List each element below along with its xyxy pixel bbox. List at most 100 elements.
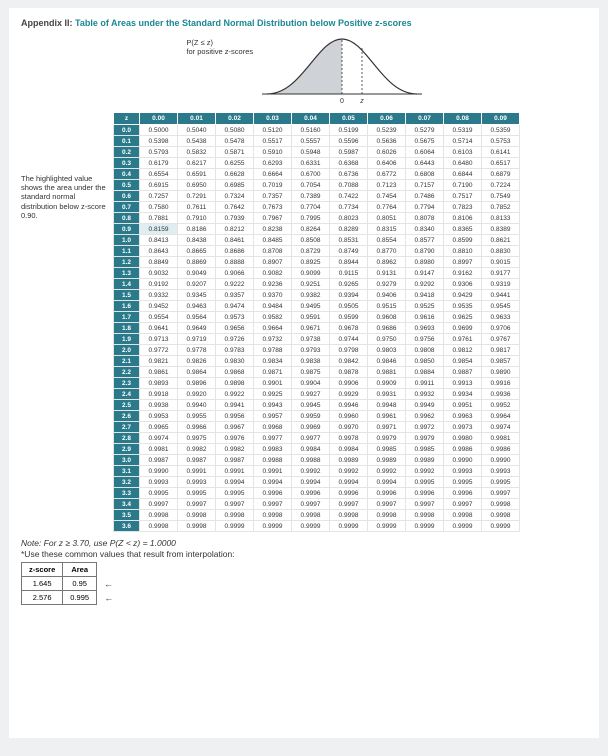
- z-cell: 0.9998: [330, 510, 368, 521]
- z-cell: 0.9608: [368, 312, 406, 323]
- z-cell: 0.9998: [482, 499, 520, 510]
- z-cell: 0.5636: [368, 136, 406, 147]
- z-cell: 0.9974: [482, 422, 520, 433]
- z-cell: 0.9932: [406, 389, 444, 400]
- z-cell: 0.6915: [140, 180, 178, 191]
- z-cell: 0.7190: [444, 180, 482, 191]
- footnote-1: Note: For z ≥ 3.70, use P(Z < z) = 1.000…: [21, 538, 587, 548]
- z-cell: 0.9965: [140, 422, 178, 433]
- title-prefix: Appendix II:: [21, 18, 73, 28]
- z-row-header: 1.0: [114, 235, 140, 246]
- z-cell: 0.9838: [292, 356, 330, 367]
- z-row-header: 1.3: [114, 268, 140, 279]
- z-cell: 0.9686: [368, 323, 406, 334]
- z-cell: 0.9474: [216, 301, 254, 312]
- z-cell: 0.6517: [482, 158, 520, 169]
- z-cell: 0.9896: [178, 378, 216, 389]
- z-cell: 0.9976: [216, 433, 254, 444]
- z-cell: 0.5987: [330, 147, 368, 158]
- z-cell: 0.9706: [482, 323, 520, 334]
- z-cell: 0.9996: [368, 488, 406, 499]
- z-cell: 0.9999: [444, 521, 482, 532]
- z-cell: 0.9991: [178, 466, 216, 477]
- z-cell: 0.9484: [254, 301, 292, 312]
- z-cell: 0.9992: [330, 466, 368, 477]
- z-cell: 0.9898: [216, 378, 254, 389]
- z-cell: 0.9906: [330, 378, 368, 389]
- z-cell: 0.7642: [216, 202, 254, 213]
- z-cell: 0.9772: [140, 345, 178, 356]
- z-cell: 0.9991: [216, 466, 254, 477]
- z-cell: 0.9878: [330, 367, 368, 378]
- z-cell: 0.9986: [482, 444, 520, 455]
- z-col-header: 0.05: [330, 113, 368, 125]
- z-row-header: 0.0: [114, 125, 140, 136]
- z-cell: 0.9812: [444, 345, 482, 356]
- z-cell: 0.7764: [368, 202, 406, 213]
- z-cell: 0.5160: [292, 125, 330, 136]
- z-cell: 0.9525: [406, 301, 444, 312]
- figure-area: P(Z ≤ z) for positive z-scores 0 z: [21, 34, 587, 104]
- z-cell: 0.6255: [216, 158, 254, 169]
- z-cell: 0.9993: [482, 466, 520, 477]
- z-row-header: 3.5: [114, 510, 140, 521]
- z-cell: 0.9981: [482, 433, 520, 444]
- z-cell: 0.9946: [330, 400, 368, 411]
- z-cell: 0.9515: [368, 301, 406, 312]
- z-cell: 0.9991: [254, 466, 292, 477]
- z-cell: 0.9857: [482, 356, 520, 367]
- z-cell: 0.8830: [482, 246, 520, 257]
- z-cell: 0.9998: [254, 510, 292, 521]
- normal-curve-icon: 0 z: [262, 34, 422, 104]
- z-cell: 0.9798: [330, 345, 368, 356]
- z-cell: 0.7939: [216, 213, 254, 224]
- z-cell: 0.8461: [216, 235, 254, 246]
- z-cell: 0.9535: [444, 301, 482, 312]
- z-cell: 0.9972: [406, 422, 444, 433]
- z-cell: 0.7422: [330, 191, 368, 202]
- z-row-header: 1.1: [114, 246, 140, 257]
- z-row-header: 3.0: [114, 455, 140, 466]
- z-cell: 0.9406: [368, 290, 406, 301]
- z-cell: 0.9345: [178, 290, 216, 301]
- z-cell: 0.5948: [292, 147, 330, 158]
- z-cell: 0.6554: [140, 169, 178, 180]
- z-cell: 0.8997: [444, 257, 482, 268]
- z-cell: 0.9955: [178, 411, 216, 422]
- z-cell: 0.8810: [444, 246, 482, 257]
- z-cell: 0.9956: [216, 411, 254, 422]
- z-cell: 0.9971: [368, 422, 406, 433]
- z-cell: 0.9927: [292, 389, 330, 400]
- z-cell: 0.9761: [444, 334, 482, 345]
- z-cell: 0.9846: [368, 356, 406, 367]
- z-row-header: 1.4: [114, 279, 140, 290]
- z-cell: 0.9738: [292, 334, 330, 345]
- z-cell: 0.8888: [216, 257, 254, 268]
- z-cell: 0.9664: [254, 323, 292, 334]
- side-note-text: The highlighted value shows the area und…: [21, 174, 109, 221]
- z-cell: 0.6844: [444, 169, 482, 180]
- z-cell: 0.9994: [368, 477, 406, 488]
- z-cell: 0.9997: [216, 499, 254, 510]
- z-cell: 0.9962: [406, 411, 444, 422]
- z-cell: 0.9864: [178, 367, 216, 378]
- z-cell: 0.9292: [406, 279, 444, 290]
- z-cell: 0.6985: [216, 180, 254, 191]
- z-cell: 0.5871: [216, 147, 254, 158]
- z-cell: 0.9998: [216, 510, 254, 521]
- z-cell: 0.7454: [368, 191, 406, 202]
- z-cell: 0.9332: [140, 290, 178, 301]
- z-cell: 0.9994: [254, 477, 292, 488]
- common-values-table: z-scoreArea1.6450.95←2.5760.995←: [21, 562, 121, 605]
- z-row-header: 2.6: [114, 411, 140, 422]
- z-cell: 0.8159: [140, 224, 178, 235]
- z-cell: 0.9370: [254, 290, 292, 301]
- z-cell: 0.8315: [368, 224, 406, 235]
- z-cell: 0.9999: [292, 521, 330, 532]
- z-cell: 0.9015: [482, 257, 520, 268]
- z-row-header: 0.9: [114, 224, 140, 235]
- z-cell: 0.6950: [178, 180, 216, 191]
- z-cell: 0.8686: [216, 246, 254, 257]
- z-cell: 0.9977: [292, 433, 330, 444]
- z-cell: 0.9177: [482, 268, 520, 279]
